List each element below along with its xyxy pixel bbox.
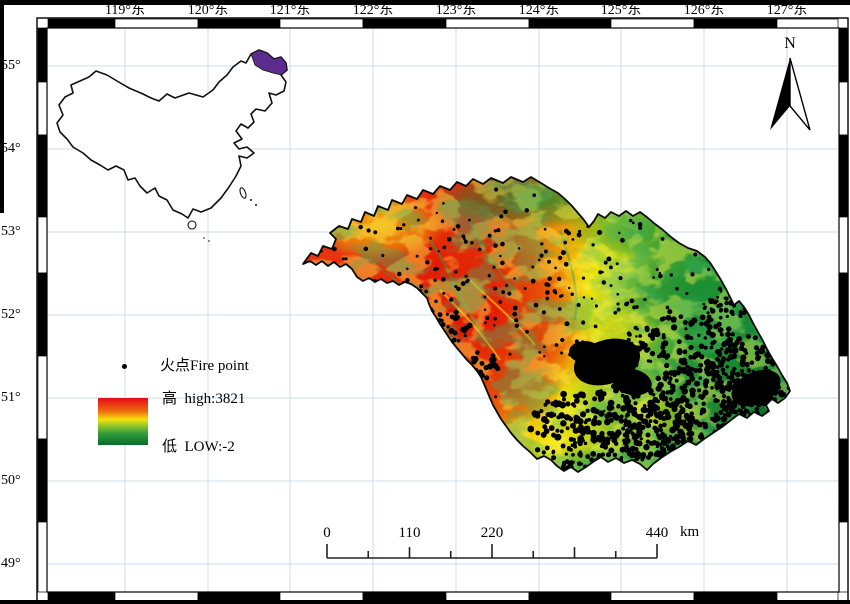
island-dot	[208, 240, 210, 242]
outer-border-top	[0, 0, 850, 5]
map-frame	[36, 17, 849, 602]
frame-band-segment	[197, 18, 281, 29]
latitude-label: 50°	[1, 473, 21, 488]
longitude-label: 122°东	[352, 3, 394, 18]
frame-band-segment	[37, 521, 48, 593]
frame-band-segment	[279, 18, 364, 29]
longitude-label: 127°东	[766, 3, 808, 18]
fire-point-blob	[569, 341, 601, 363]
outer-border-bottom	[0, 600, 850, 604]
legend-fire-dot	[122, 364, 127, 369]
longitude-label: 121°东	[269, 3, 311, 18]
study-area-highlight	[250, 49, 288, 76]
latitude-label: 49°	[1, 556, 21, 571]
longitude-label: 124°东	[518, 3, 560, 18]
island-dot	[203, 237, 205, 239]
longitude-label: 123°东	[435, 3, 477, 18]
china-inset	[56, 49, 288, 242]
longitude-label: 120°东	[187, 3, 229, 18]
longitude-label: 125°东	[600, 3, 642, 18]
frame-band-segment	[37, 134, 48, 218]
longitude-label: 126°东	[683, 3, 725, 18]
scalebar-label: 0	[323, 525, 331, 541]
frame-band-segment	[37, 27, 48, 83]
north-label: N	[784, 35, 796, 52]
frame-band-segment	[445, 18, 530, 29]
frame-band-segment	[838, 355, 849, 440]
frame-band-segment	[37, 81, 48, 136]
elevation-raster	[303, 177, 790, 472]
north-arrow	[770, 57, 811, 131]
island-dot	[255, 204, 257, 206]
frame-band-segment	[838, 27, 849, 83]
legend-low-label: 低 LOW:-2	[162, 439, 235, 455]
latitude-label: 54°	[1, 141, 21, 156]
frame-band-segment	[838, 272, 849, 357]
frame-band-segment	[362, 18, 447, 29]
frame-band-segment	[693, 18, 778, 29]
frame-band-segment	[838, 438, 849, 523]
scalebar-label: 440	[645, 525, 669, 541]
outer-border-left	[0, 0, 4, 213]
island-dot	[250, 199, 252, 201]
latitude-label: 55°	[1, 58, 21, 73]
china-outline	[56, 49, 288, 219]
hainan-island	[187, 220, 197, 230]
latitude-label: 53°	[1, 224, 21, 239]
legend-fire-label: 火点Fire point	[160, 358, 249, 374]
frame-band-segment	[37, 355, 48, 440]
frame-band-segment	[528, 18, 612, 29]
scalebar-label: 110	[398, 525, 421, 541]
frame-band-segment	[776, 18, 839, 29]
legend-elevation-ramp	[98, 398, 148, 445]
frame-inner-line	[46, 27, 840, 593]
taiwan-island	[239, 187, 247, 199]
frame-band-segment	[838, 134, 849, 218]
frame-band-segment	[838, 216, 849, 274]
frame-band-segment	[37, 272, 48, 357]
scalebar	[326, 544, 658, 559]
scalebar-unit: km	[680, 524, 700, 540]
frame-band-segment	[838, 81, 849, 136]
frame-band-segment	[610, 18, 695, 29]
latitude-label: 52°	[1, 307, 21, 322]
frame-band-segment	[114, 18, 199, 29]
frame-band-segment	[838, 521, 849, 593]
frame-band-segment	[37, 438, 48, 523]
frame-band-segment	[37, 216, 48, 274]
longitude-label: 119°东	[104, 3, 146, 18]
latitude-label: 51°	[1, 390, 21, 405]
scalebar-label: 220	[480, 525, 504, 541]
frame-band-segment	[47, 18, 116, 29]
legend-high-label: 高 high:3821	[162, 391, 246, 407]
